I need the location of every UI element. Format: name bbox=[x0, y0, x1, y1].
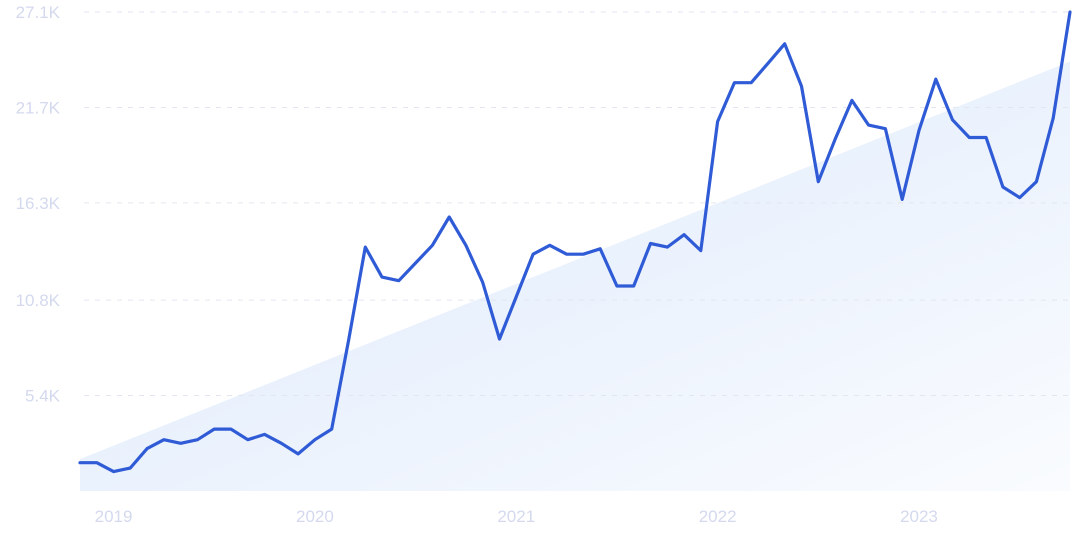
data-point bbox=[430, 243, 434, 247]
data-point bbox=[162, 438, 166, 442]
data-point bbox=[598, 247, 602, 251]
data-point bbox=[212, 427, 216, 431]
data-point bbox=[1068, 10, 1072, 14]
data-point bbox=[531, 252, 535, 256]
x-tick-label: 2020 bbox=[296, 507, 334, 526]
data-point bbox=[867, 123, 871, 127]
data-point bbox=[246, 438, 250, 442]
data-point bbox=[397, 279, 401, 283]
data-point bbox=[732, 81, 736, 85]
data-point bbox=[1051, 116, 1055, 120]
data-point bbox=[581, 252, 585, 256]
data-point bbox=[346, 339, 350, 343]
data-point bbox=[565, 252, 569, 256]
data-point bbox=[649, 242, 653, 246]
data-point bbox=[145, 447, 149, 451]
data-point bbox=[917, 128, 921, 132]
data-point bbox=[749, 81, 753, 85]
data-point bbox=[497, 337, 501, 341]
data-point bbox=[800, 84, 804, 88]
y-tick-label: 5.4K bbox=[25, 387, 61, 406]
data-point bbox=[548, 243, 552, 247]
data-point bbox=[514, 295, 518, 299]
data-point bbox=[481, 280, 485, 284]
data-point bbox=[833, 137, 837, 141]
data-point bbox=[883, 127, 887, 131]
data-point bbox=[632, 284, 636, 288]
data-point bbox=[682, 233, 686, 237]
data-point bbox=[195, 438, 199, 442]
data-point bbox=[313, 438, 317, 442]
data-point bbox=[229, 427, 233, 431]
data-point bbox=[951, 118, 955, 122]
data-point bbox=[850, 98, 854, 102]
data-point bbox=[464, 243, 468, 247]
data-point bbox=[414, 261, 418, 265]
data-point bbox=[112, 470, 116, 474]
data-point bbox=[296, 452, 300, 456]
data-point bbox=[665, 245, 669, 249]
data-point bbox=[699, 249, 703, 253]
data-point bbox=[279, 441, 283, 445]
data-point bbox=[179, 441, 183, 445]
data-point bbox=[447, 215, 451, 219]
data-point bbox=[615, 284, 619, 288]
x-axis-labels: 2019 2020 2021 2022 2023 bbox=[95, 507, 938, 526]
x-tick-label: 2019 bbox=[95, 507, 133, 526]
x-tick-label: 2021 bbox=[497, 507, 535, 526]
data-point bbox=[816, 180, 820, 184]
data-point bbox=[716, 120, 720, 124]
data-point bbox=[78, 461, 82, 465]
x-tick-label: 2023 bbox=[900, 507, 938, 526]
data-point bbox=[934, 77, 938, 81]
y-axis-labels: 5.4K 10.8K 16.3K 21.7K 27.1K bbox=[16, 3, 61, 406]
data-point bbox=[380, 275, 384, 279]
data-point bbox=[263, 432, 267, 436]
data-point bbox=[363, 245, 367, 249]
data-point bbox=[1034, 180, 1038, 184]
data-point bbox=[330, 427, 334, 431]
y-tick-label: 21.7K bbox=[16, 98, 61, 117]
y-tick-label: 27.1K bbox=[16, 3, 61, 22]
y-tick-label: 16.3K bbox=[16, 194, 61, 213]
data-point bbox=[984, 135, 988, 139]
data-point bbox=[1018, 196, 1022, 200]
data-point bbox=[1001, 185, 1005, 189]
x-tick-label: 2022 bbox=[699, 507, 737, 526]
data-point bbox=[967, 135, 971, 139]
data-point bbox=[900, 197, 904, 201]
data-point bbox=[95, 461, 99, 465]
series-line bbox=[78, 10, 1072, 474]
y-tick-label: 10.8K bbox=[16, 291, 61, 310]
data-point bbox=[783, 42, 787, 46]
data-point bbox=[766, 61, 770, 65]
data-point bbox=[128, 466, 132, 470]
